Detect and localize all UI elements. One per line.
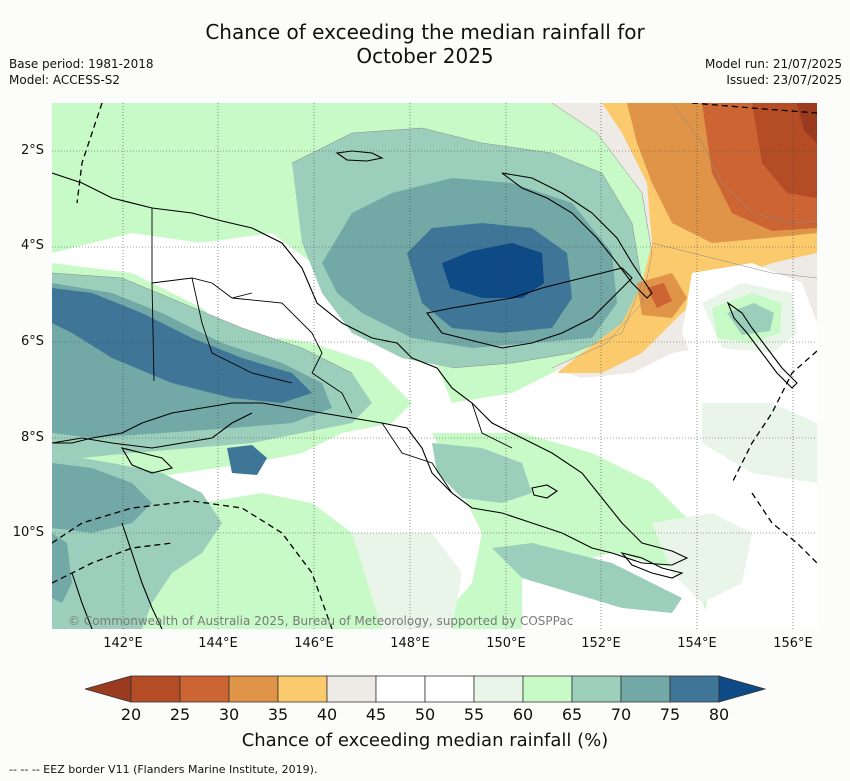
province-border-6	[471, 402, 513, 449]
rainfall-map	[52, 103, 817, 629]
colorbar-label-65: 65	[561, 705, 583, 724]
colorbar-65-70	[571, 675, 622, 703]
contour-lines	[52, 103, 817, 374]
lon-label-154e: 154°E	[677, 636, 717, 651]
colorbar-title: Chance of exceeding median rainfall (%)	[241, 730, 609, 751]
colorbar-above-80	[718, 675, 767, 703]
colorbar-75-80	[669, 675, 720, 703]
colorbar-label-20: 20	[120, 705, 142, 724]
contour-55-60-southeast	[652, 513, 752, 603]
colorbar-50-55	[424, 675, 475, 703]
lat-label-4s: 4°S	[20, 238, 44, 253]
colorbar-70-75	[620, 675, 671, 703]
province-border-4	[311, 372, 353, 414]
colorbar-label-40: 40	[316, 705, 338, 724]
colorbar-label-55: 55	[463, 705, 485, 724]
new-britain-coast	[426, 267, 633, 349]
lon-label-144e: 144°E	[198, 636, 238, 651]
lat-label-10s: 10°S	[12, 525, 44, 540]
title-line-1: Chance of exceeding the median rainfall …	[205, 20, 645, 44]
coastlines	[52, 150, 798, 629]
colorbar-30-35	[228, 675, 279, 703]
contour-25-30-small	[647, 283, 672, 308]
colorbar-label-25: 25	[169, 705, 191, 724]
contour-above-80-central	[442, 243, 544, 298]
eez-footnote: -- -- -- EEZ border V11 (Flanders Marine…	[9, 763, 318, 776]
gridlines	[52, 103, 817, 629]
eez-west	[76, 103, 103, 204]
eez-southwest	[52, 500, 333, 629]
torres-strait-islands	[120, 447, 174, 474]
lat-label-8s: 8°S	[20, 430, 44, 445]
lon-label-146e: 146°E	[294, 636, 334, 651]
colorbar-below-20	[85, 675, 132, 703]
eez-southwest-2	[52, 542, 173, 584]
lon-label-156e: 156°E	[773, 636, 813, 651]
colorbar-label-80: 80	[708, 705, 730, 724]
colorbar-45-50	[375, 675, 426, 703]
colorbar-label-70: 70	[610, 705, 632, 724]
colorbar-label-45: 45	[365, 705, 387, 724]
eez-east	[731, 350, 817, 484]
contour-65-70-islands	[492, 543, 682, 613]
bougainville-coast	[726, 301, 798, 389]
new-guinea-coast	[52, 172, 689, 566]
colorbar-25-30	[179, 675, 230, 703]
model-name: Model: ACCESS-S2	[9, 73, 121, 87]
province-border-1	[151, 277, 253, 299]
contour-70-75-far-southwest	[52, 533, 72, 603]
model-run: Model run: 21/07/2025	[704, 57, 842, 71]
province-border-2	[191, 277, 293, 384]
borders	[151, 208, 513, 494]
metadata-left: Base period: 1981-2018 Model: ACCESS-S2	[9, 56, 154, 88]
contour-55-60-east-coast	[702, 403, 817, 483]
lon-label-152e: 152°E	[581, 636, 621, 651]
title-line-2: October 2025	[356, 44, 494, 68]
colorbar-label-35: 35	[267, 705, 289, 724]
colorbar-20-25	[130, 675, 181, 703]
colorbar-35-40	[277, 675, 328, 703]
d-entrecasteaux-islands	[531, 484, 559, 499]
colorbar-label-75: 75	[659, 705, 681, 724]
lon-label-148e: 148°E	[390, 636, 430, 651]
base-period: Base period: 1981-2018	[9, 57, 154, 71]
colorbar-label-60: 60	[512, 705, 534, 724]
colorbar	[85, 675, 767, 703]
eez-northeast	[691, 103, 817, 114]
contour-45-55-inland	[192, 238, 307, 343]
cape-york-west	[71, 572, 93, 629]
chart-title: Chance of exceeding the median rainfall …	[0, 20, 850, 68]
colorbar-label-50: 50	[414, 705, 436, 724]
province-border-3	[231, 297, 323, 374]
contour-20-25-east	[752, 103, 817, 198]
issued-date: Issued: 23/07/2025	[726, 73, 842, 87]
colorbar-40-45	[326, 675, 377, 703]
lon-label-150e: 150°E	[486, 636, 526, 651]
louisiade-islands	[620, 552, 684, 579]
colorbar-60-65	[522, 675, 573, 703]
cape-york	[121, 522, 163, 629]
lat-label-2s: 2°S	[20, 143, 44, 158]
lat-label-6s: 6°S	[20, 334, 44, 349]
metadata-right: Model run: 21/07/2025 Issued: 23/07/2025	[705, 56, 842, 88]
lon-label-142e: 142°E	[103, 636, 143, 651]
copyright-notice: © Commonwealth of Australia 2025, Bureau…	[68, 614, 574, 628]
contour-75-80-south-blob	[227, 445, 267, 475]
contour-55-60-south	[352, 533, 462, 629]
colorbar-label-30: 30	[218, 705, 240, 724]
new-ireland-coast	[501, 172, 653, 299]
contour-65-70-southcoast	[432, 443, 532, 503]
contour-75-80-west	[52, 288, 312, 403]
colorbar-55-60	[473, 675, 524, 703]
contour-70-75-southwest	[52, 463, 152, 533]
southern-coast	[52, 412, 253, 449]
